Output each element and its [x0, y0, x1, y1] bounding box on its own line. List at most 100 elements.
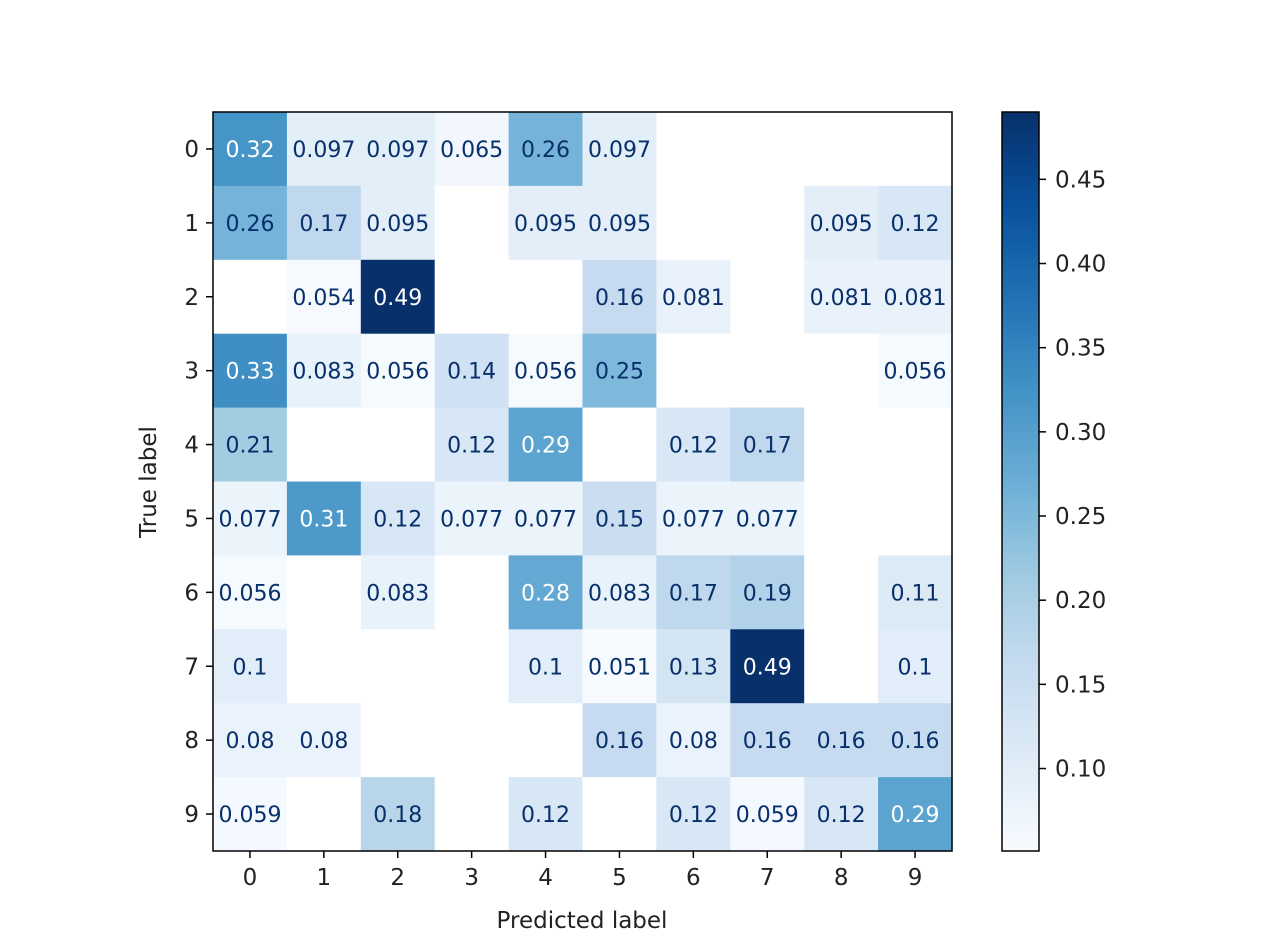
cell-value-label: 0.33 — [225, 360, 274, 385]
cell-value-label: 0.28 — [521, 581, 570, 606]
cell-value-label: 0.49 — [743, 655, 792, 680]
x-tick-label: 7 — [760, 865, 775, 891]
cell-value-labels: 0.32 0.097 0.097 0.065 0.26 0.097 0.26 0.17 0.09… — [218, 138, 946, 828]
heatmap-cell — [508, 407, 584, 483]
heatmap-cell — [213, 259, 288, 335]
y-axis-label: True label — [136, 426, 162, 539]
heatmap-cell — [213, 481, 288, 556]
heatmap-cell — [286, 629, 362, 704]
y-tick-label: 5 — [184, 506, 199, 532]
cell-value-label: 0.1 — [898, 655, 933, 680]
x-tick-label: 6 — [686, 865, 701, 891]
cell-value-label: 0.081 — [662, 286, 725, 311]
cell-value-label: 0.097 — [588, 138, 651, 163]
heatmap-cell — [360, 481, 436, 556]
heatmap-cell — [730, 259, 805, 335]
cell-value-label: 0.11 — [891, 581, 940, 606]
heatmap-cell — [508, 555, 584, 630]
cell-value-label: 0.08 — [299, 729, 348, 754]
y-tick-label: 6 — [184, 580, 199, 606]
cell-value-label: 0.095 — [514, 212, 577, 237]
heatmap-cell — [656, 112, 731, 187]
heatmap-cell — [804, 481, 879, 556]
heatmap-cell — [582, 333, 657, 409]
heatmap-cell — [582, 703, 657, 778]
cell-value-label: 0.13 — [669, 655, 718, 680]
y-tick-label: 1 — [184, 211, 199, 237]
heatmap-cell — [804, 259, 879, 335]
heatmap-cell — [434, 555, 510, 630]
cell-value-label: 0.054 — [292, 286, 355, 311]
heatmap-cell — [508, 777, 584, 852]
heatmap-cell — [656, 629, 731, 704]
cell-value-label: 0.12 — [817, 803, 866, 828]
cell-value-label: 0.12 — [891, 212, 940, 237]
cell-value-label: 0.16 — [817, 729, 866, 754]
cell-value-label: 0.059 — [736, 803, 799, 828]
heatmap-cell — [656, 481, 731, 556]
x-tick-label: 1 — [317, 865, 332, 891]
heatmap-cell — [804, 777, 879, 852]
colorbar-tick-label: 0.40 — [1055, 252, 1106, 278]
heatmap-cell — [360, 407, 436, 483]
heatmap-cell — [434, 629, 510, 704]
cell-value-label: 0.26 — [225, 212, 274, 237]
y-tick-label: 8 — [184, 728, 199, 754]
cell-value-label: 0.081 — [810, 286, 873, 311]
cell-value-label: 0.077 — [440, 507, 503, 532]
cell-value-label: 0.12 — [669, 803, 718, 828]
heatmap-cell — [434, 259, 510, 335]
heatmap-cell — [434, 703, 510, 778]
cell-value-label: 0.21 — [225, 434, 274, 459]
cell-value-label: 0.097 — [292, 138, 355, 163]
heatmap-cell — [213, 703, 288, 778]
heatmap-cell — [213, 407, 288, 483]
y-tick-label: 2 — [184, 285, 199, 311]
colorbar-tick-label: 0.25 — [1055, 504, 1106, 530]
cell-value-label: 0.059 — [218, 803, 281, 828]
heatmap-cell — [508, 185, 584, 261]
heatmap-cell — [730, 703, 805, 778]
heatmap-cell — [360, 777, 436, 852]
heatmap-cell — [286, 777, 362, 852]
heatmap-cell — [286, 112, 362, 187]
cell-value-label: 0.19 — [743, 581, 792, 606]
x-tick-label: 3 — [464, 865, 479, 891]
heatmap-cell — [878, 185, 953, 261]
heatmap-cell — [656, 185, 731, 261]
cell-value-label: 0.16 — [743, 729, 792, 754]
x-tick-label: 5 — [612, 865, 627, 891]
colorbar-tick-label: 0.35 — [1055, 336, 1106, 362]
heatmap-cell — [286, 259, 362, 335]
heatmap-cell — [878, 259, 953, 335]
heatmap-cell — [434, 112, 510, 187]
heatmap-cell — [360, 629, 436, 704]
heatmap-cell — [213, 629, 288, 704]
plot-frame — [212, 111, 953, 852]
heatmap-cell — [878, 777, 953, 852]
colorbar-tick-label: 0.30 — [1055, 420, 1106, 446]
heatmap-cell — [804, 185, 879, 261]
heatmap-cell — [213, 333, 288, 409]
cell-value-label: 0.31 — [299, 507, 348, 532]
heatmap-cell — [508, 629, 584, 704]
cell-value-label: 0.32 — [225, 138, 274, 163]
heatmap-cell — [730, 555, 805, 630]
heatmap-cell — [434, 481, 510, 556]
heatmap-cell — [730, 407, 805, 483]
cell-value-label: 0.056 — [514, 360, 577, 385]
heatmap-cell — [213, 112, 288, 187]
cell-value-label: 0.065 — [440, 138, 503, 163]
heatmap-cell — [804, 112, 879, 187]
heatmap-cell — [804, 703, 879, 778]
x-axis-label: Predicted label — [497, 908, 668, 934]
cell-value-label: 0.095 — [810, 212, 873, 237]
heatmap-cell — [582, 407, 657, 483]
y-tick-label: 9 — [184, 802, 199, 828]
x-tick-label: 2 — [390, 865, 405, 891]
colorbar-tick-label: 0.15 — [1055, 672, 1106, 698]
cell-value-label: 0.077 — [662, 507, 725, 532]
cell-value-label: 0.1 — [528, 655, 563, 680]
heatmap-cell — [434, 407, 510, 483]
